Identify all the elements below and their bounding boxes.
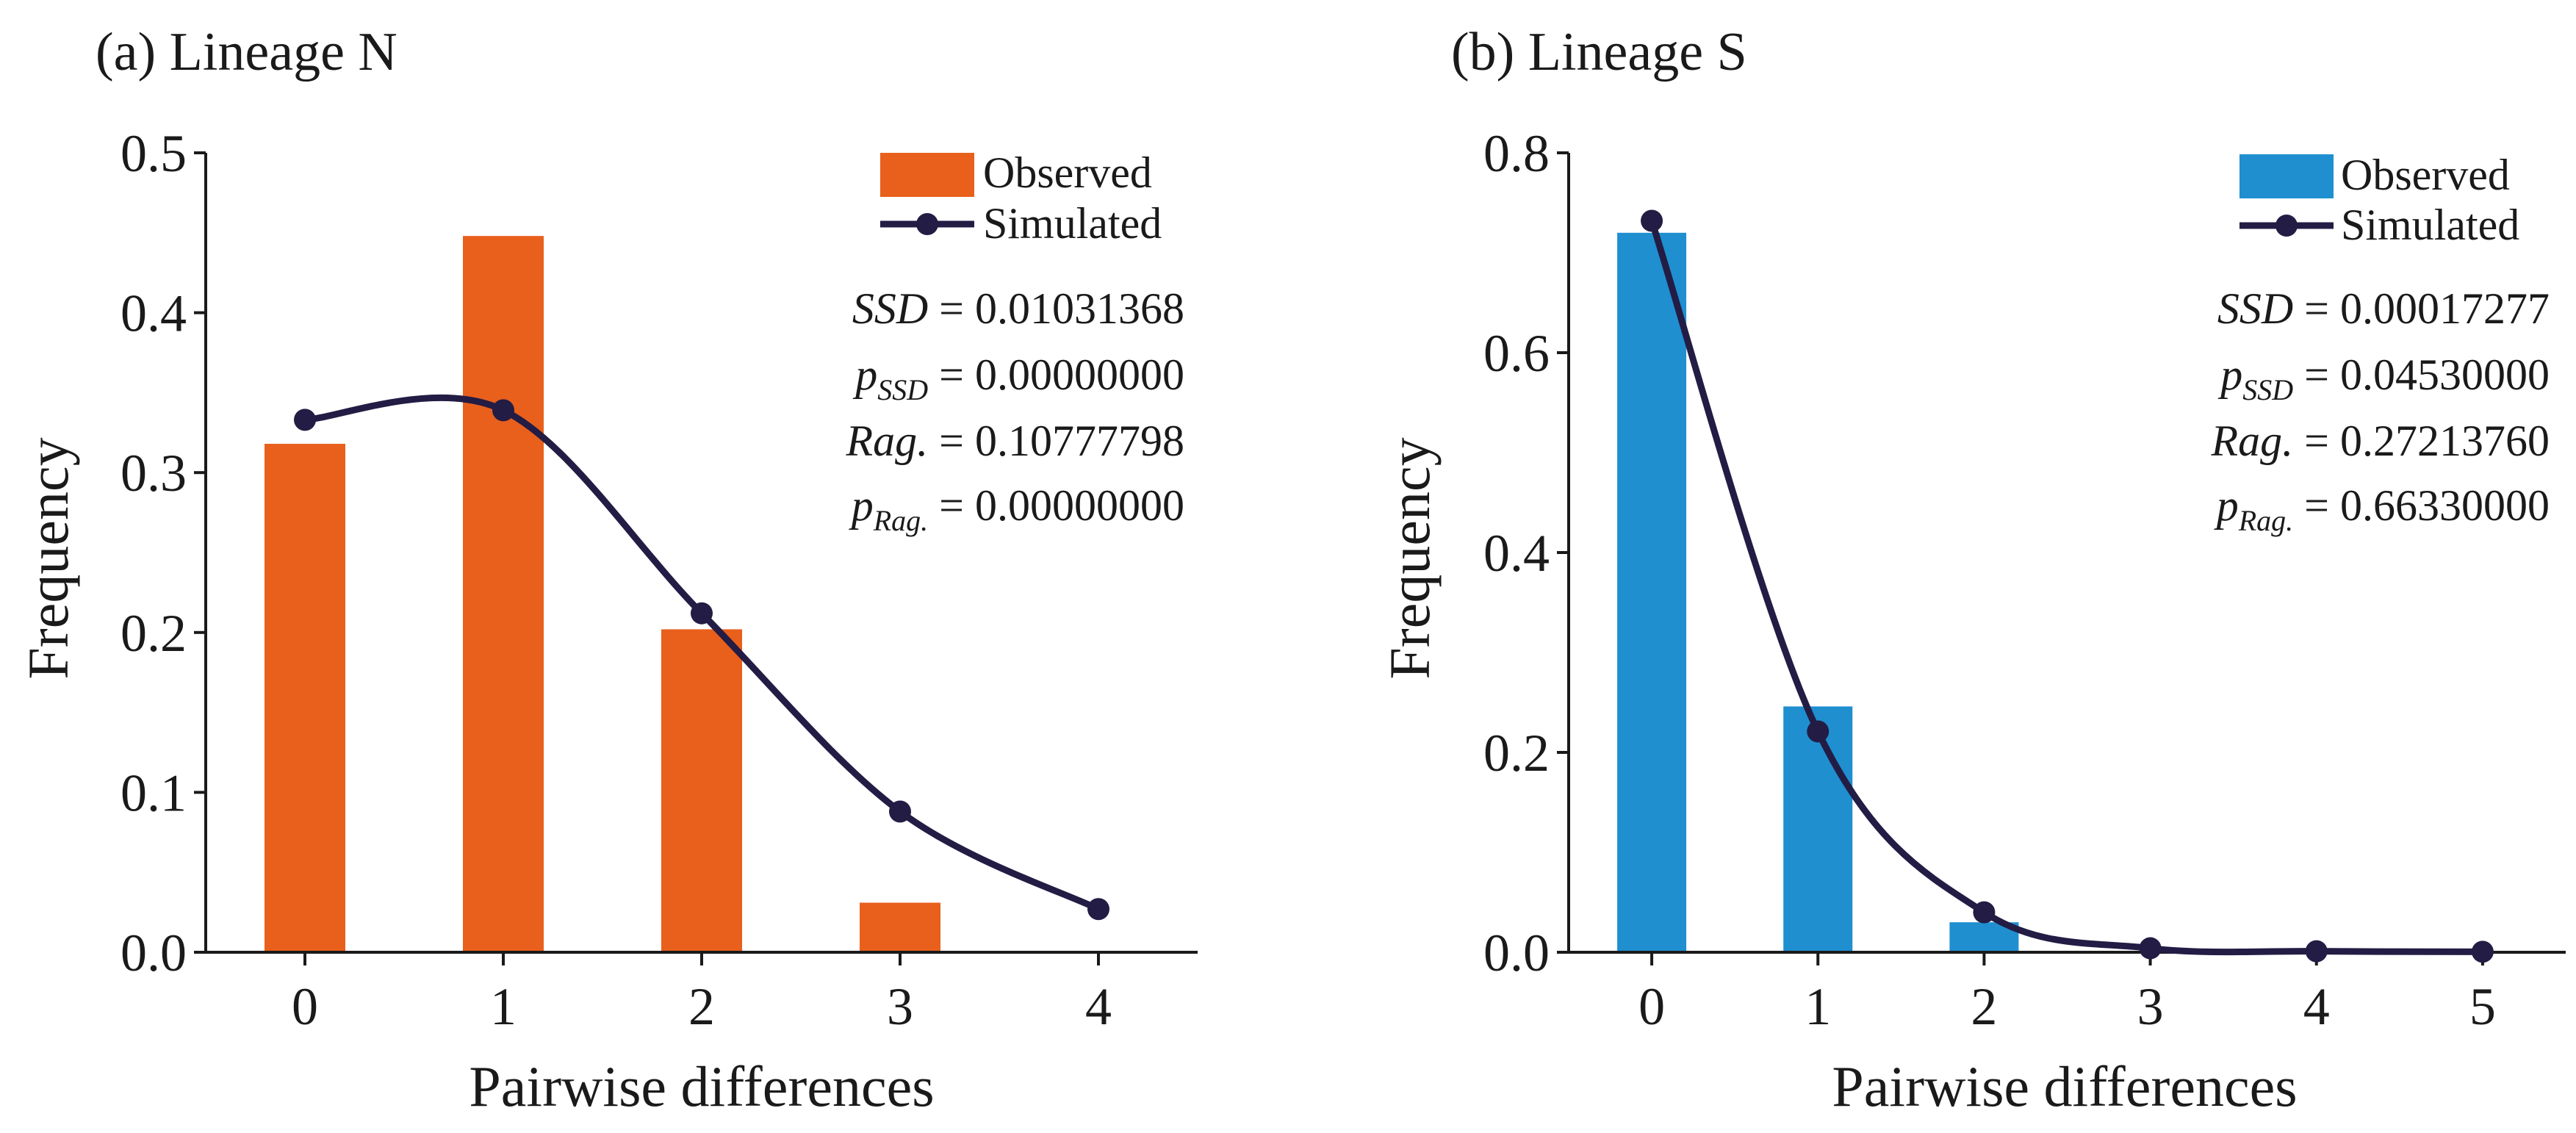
stat-p-ssd: pSSD = 0.04530000 [2217, 350, 2550, 406]
x-tick-label: 2 [1971, 977, 1997, 1036]
panel-a: (a) Lineage N 0.0 0.1 0.2 0.3 0.4 0.5 0 1 2 3 4 P… [16, 22, 1198, 1118]
y-tick-label: 0.4 [1483, 524, 1550, 583]
y-tick-label: 0.1 [120, 763, 187, 822]
legend-simulated-marker [2275, 215, 2298, 237]
bar-observed-2 [661, 629, 742, 952]
y-tick-label: 0.5 [120, 124, 187, 183]
x-tick-label: 1 [490, 977, 517, 1036]
stat-p-rag: pRag. = 0.66330000 [2214, 481, 2550, 537]
x-tick-label: 4 [1085, 977, 1112, 1036]
simulated-point-0 [294, 409, 316, 431]
panel-a-legend: Observed Simulated [880, 148, 1162, 248]
simulated-point-2 [1973, 901, 1996, 924]
x-tick-label: 5 [2469, 977, 2496, 1036]
y-tick-label: 0.2 [1483, 724, 1550, 783]
stat-rag: Rag. = 0.10777798 [846, 417, 1185, 465]
legend-observed-swatch [880, 153, 974, 197]
bar-observed-3 [860, 902, 940, 952]
legend-simulated-label: Simulated [983, 199, 1162, 248]
y-tick-label: 0.0 [120, 924, 187, 982]
stat-p-rag: pRag. = 0.00000000 [849, 481, 1184, 537]
panel-a-title: (a) Lineage N [96, 22, 397, 82]
panel-a-x-label: Pairwise differences [469, 1054, 934, 1118]
x-tick-label: 0 [292, 977, 318, 1036]
legend-simulated-marker [916, 213, 938, 235]
y-tick-label: 0.0 [1483, 924, 1550, 982]
stat-p-ssd: pSSD = 0.00000000 [852, 350, 1184, 406]
legend-observed-swatch [2239, 154, 2334, 198]
bar-observed-1 [1783, 706, 1853, 952]
panel-b-y-label: Frequency [1378, 437, 1442, 679]
legend-simulated-label: Simulated [2341, 201, 2519, 249]
simulated-point-1 [1807, 720, 1830, 743]
simulated-point-1 [492, 399, 514, 422]
y-tick-label: 0.2 [120, 604, 187, 663]
simulated-point-3 [2139, 937, 2162, 960]
legend-observed-label: Observed [2341, 151, 2510, 199]
bar-observed-0 [1617, 232, 1687, 952]
panel-b: (b) Lineage S 0.0 0.2 0.4 0.6 0.8 0 1 2 3 4 5 Pai… [1378, 22, 2566, 1118]
legend-observed-label: Observed [983, 148, 1152, 197]
simulated-point-5 [2471, 940, 2494, 963]
simulated-point-4 [1087, 898, 1109, 921]
x-tick-label: 3 [887, 977, 913, 1036]
simulated-point-3 [889, 800, 911, 823]
panel-a-y-label: Frequency [16, 437, 80, 679]
y-tick-label: 0.8 [1483, 124, 1550, 183]
x-tick-label: 3 [2137, 977, 2164, 1036]
simulated-point-2 [691, 602, 713, 625]
panel-a-stats: SSD = 0.01031368 pSSD = 0.00000000 Rag. … [846, 284, 1185, 537]
stat-rag: Rag. = 0.27213760 [2211, 417, 2550, 465]
y-tick-label: 0.4 [120, 284, 187, 343]
panel-b-legend: Observed Simulated [2239, 151, 2519, 249]
x-tick-label: 1 [1805, 977, 1831, 1036]
bar-observed-1 [463, 236, 544, 953]
x-tick-label: 4 [2303, 977, 2330, 1036]
stat-ssd: SSD = 0.01031368 [852, 284, 1184, 333]
x-tick-label: 0 [1638, 977, 1665, 1036]
panel-b-stats: SSD = 0.00017277 pSSD = 0.04530000 Rag. … [2211, 284, 2550, 537]
y-tick-label: 0.3 [120, 444, 187, 503]
x-tick-label: 2 [688, 977, 715, 1036]
y-tick-label: 0.6 [1483, 324, 1550, 383]
panel-b-title: (b) Lineage S [1451, 22, 1747, 82]
panel-b-x-label: Pairwise differences [1832, 1054, 2297, 1118]
stat-ssd: SSD = 0.00017277 [2217, 284, 2550, 333]
simulated-point-0 [1641, 209, 1663, 232]
simulated-point-4 [2305, 940, 2328, 963]
bar-observed-0 [265, 444, 345, 952]
